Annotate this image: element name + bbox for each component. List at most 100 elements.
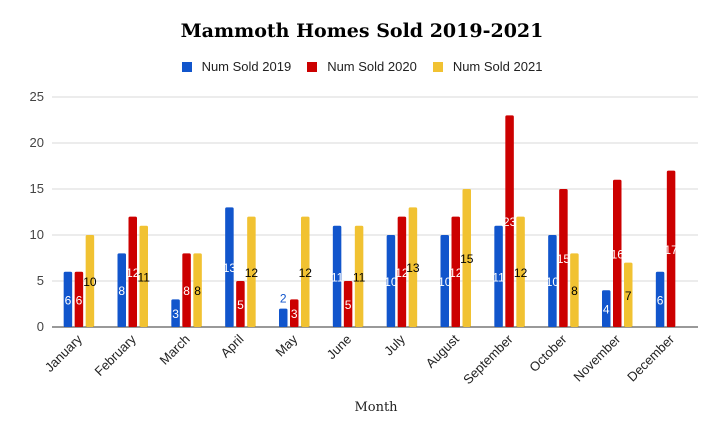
data-label: 12 [449, 266, 463, 280]
data-label: 7 [625, 289, 632, 303]
data-label: 8 [118, 284, 125, 298]
data-label: 2 [280, 292, 287, 306]
data-label: 12 [514, 266, 528, 280]
y-tick-label: 5 [37, 273, 44, 288]
x-tick-label: May [272, 331, 300, 359]
bar [462, 189, 471, 327]
bar [171, 299, 180, 327]
data-label: 12 [395, 266, 409, 280]
data-label: 5 [345, 298, 352, 312]
x-tick-label: February [91, 331, 139, 379]
data-label: 12 [299, 266, 313, 280]
bar [602, 290, 611, 327]
legend-label: Num Sold 2021 [452, 59, 543, 74]
data-label: 10 [438, 275, 452, 289]
data-label: 10 [546, 275, 560, 289]
bar [354, 225, 364, 327]
bar [559, 189, 568, 327]
y-tick-label: 25 [30, 89, 44, 104]
x-tick-label: March [157, 332, 193, 368]
data-label: 11 [492, 270, 505, 284]
x-tick-label: July [381, 331, 408, 358]
data-label: 3 [172, 307, 179, 321]
x-axis-title: Month [354, 400, 398, 415]
legend-swatch [432, 61, 443, 72]
bar [397, 216, 407, 327]
bar [236, 281, 245, 327]
y-tick-label: 10 [30, 227, 44, 242]
bar [505, 115, 514, 328]
data-label: 10 [384, 275, 398, 289]
data-label: 4 [603, 303, 610, 317]
data-label: 6 [657, 293, 664, 307]
bar [225, 207, 234, 327]
chart-title: Mammoth Homes Sold 2019-2021 [180, 20, 544, 42]
y-tick-label: 20 [30, 135, 44, 150]
bar [63, 271, 73, 327]
legend-item: Num Sold 2019 [181, 59, 292, 74]
legend-item: Num Sold 2020 [307, 59, 417, 74]
data-label: 5 [237, 298, 244, 312]
legend-label: Num Sold 2020 [327, 59, 417, 74]
bar [451, 216, 460, 327]
data-label: 15 [557, 252, 571, 266]
data-label: 6 [76, 293, 83, 307]
bar [85, 235, 95, 327]
x-tick-label: November [570, 331, 623, 384]
bar [516, 216, 525, 327]
bar [117, 253, 126, 327]
data-label: 3 [291, 307, 298, 321]
x-tick-label: January [42, 331, 86, 375]
bar [301, 216, 310, 327]
data-label: 15 [460, 252, 474, 266]
bar [624, 262, 633, 327]
data-label: 10 [83, 275, 97, 289]
bar [386, 235, 396, 327]
legend-swatch [181, 61, 192, 72]
data-label: 8 [183, 284, 190, 298]
bar [343, 281, 353, 327]
data-label: 12 [126, 266, 140, 280]
chart-legend: Num Sold 2019 Num Sold 2020 Num Sold 2021 [0, 59, 724, 74]
bar [548, 235, 557, 327]
bar [182, 253, 191, 327]
bar [440, 235, 449, 327]
bar [74, 271, 84, 327]
x-tick-label: September [460, 331, 516, 387]
data-label: 17 [664, 243, 678, 257]
bar [247, 216, 256, 327]
data-label: 8 [194, 284, 201, 298]
data-label: 16 [611, 247, 625, 261]
legend-item: Num Sold 2021 [432, 59, 543, 74]
bar [613, 179, 622, 327]
data-label: 11 [353, 270, 366, 284]
y-tick-label: 15 [30, 181, 44, 196]
legend-label: Num Sold 2019 [201, 59, 292, 74]
data-label: 13 [406, 261, 420, 275]
bar [139, 225, 148, 327]
bar [332, 225, 342, 327]
data-label: 11 [138, 270, 151, 284]
bar [408, 207, 418, 327]
x-tick-label: December [624, 331, 677, 384]
y-tick-label: 0 [37, 319, 44, 334]
bar [666, 170, 676, 327]
data-label: 6 [65, 293, 72, 307]
bar [128, 216, 137, 327]
data-label: 13 [223, 261, 237, 275]
bar [290, 299, 299, 327]
data-label: 8 [571, 284, 578, 298]
x-tick-label: June [324, 332, 355, 363]
bar [655, 271, 665, 327]
legend-swatch [307, 61, 318, 72]
data-label: 23 [503, 215, 517, 229]
bar [570, 253, 579, 327]
bar [193, 253, 202, 327]
data-label: 12 [245, 266, 259, 280]
x-tick-label: April [218, 331, 247, 360]
bar [279, 308, 288, 327]
data-label: 11 [331, 270, 344, 284]
bar [494, 225, 503, 327]
